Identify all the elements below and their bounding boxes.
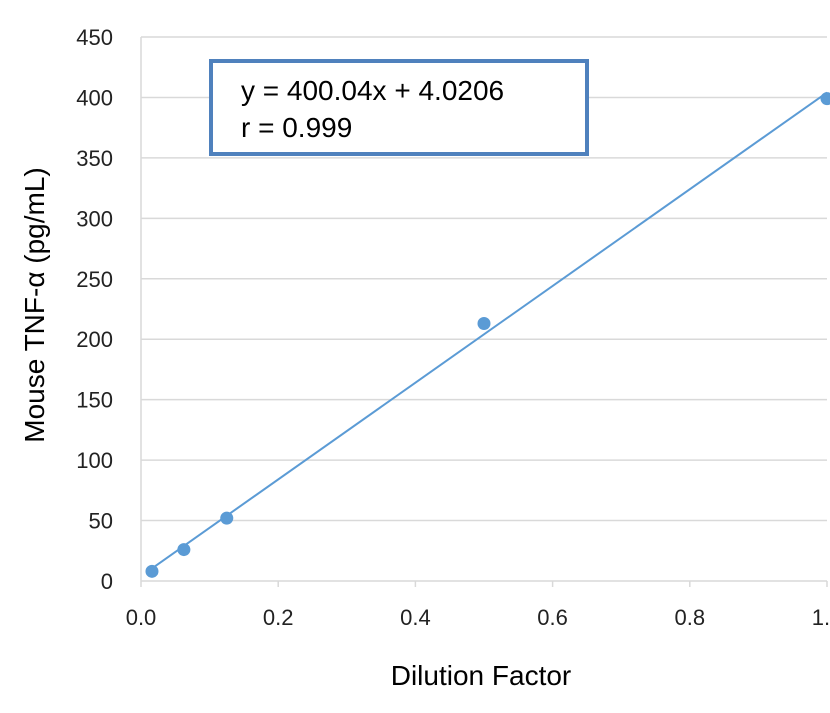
y-tick-label: 350: [76, 146, 113, 171]
correlation-text: r = 0.999: [241, 112, 352, 143]
equation-text: y = 400.04x + 4.0206: [241, 75, 504, 106]
x-tick-label: 0.2: [263, 605, 294, 630]
trendline: [151, 91, 828, 570]
y-tick-label: 50: [89, 509, 113, 534]
y-tick-label: 100: [76, 448, 113, 473]
data-points: [145, 92, 830, 578]
equation-box: y = 400.04x + 4.0206 r = 0.999: [209, 59, 589, 156]
y-tick-label: 450: [76, 25, 113, 50]
y-tick-label: 300: [76, 206, 113, 231]
x-tick-label: 0.6: [537, 605, 568, 630]
data-point: [145, 564, 159, 578]
data-point: [477, 317, 491, 331]
gridlines: [141, 36, 827, 522]
x-tick-label: 0.0: [126, 605, 157, 630]
tick-labels: 0 50 100 150 200 250 300 350 400 450 0.0 0.2 0.4 0.6 0…: [76, 25, 830, 630]
axes: [140, 37, 828, 587]
x-tick-label: 0.8: [675, 605, 706, 630]
y-tick-label: 200: [76, 327, 113, 352]
x-tick-label: 1.0: [812, 605, 830, 630]
y-tick-label: 150: [76, 388, 113, 413]
y-tick-label: 0: [101, 569, 113, 594]
trendline-group: [151, 91, 828, 570]
data-point: [820, 92, 830, 106]
equation-box-border: [209, 59, 589, 156]
data-point: [177, 543, 191, 557]
data-point: [220, 511, 234, 525]
y-tick-label: 400: [76, 85, 113, 110]
y-tick-label: 250: [76, 267, 113, 292]
x-tick-label: 0.4: [400, 605, 431, 630]
x-axis-title: Dilution Factor: [391, 660, 572, 691]
y-axis-title: Mouse TNF-α (pg/mL): [19, 167, 50, 443]
